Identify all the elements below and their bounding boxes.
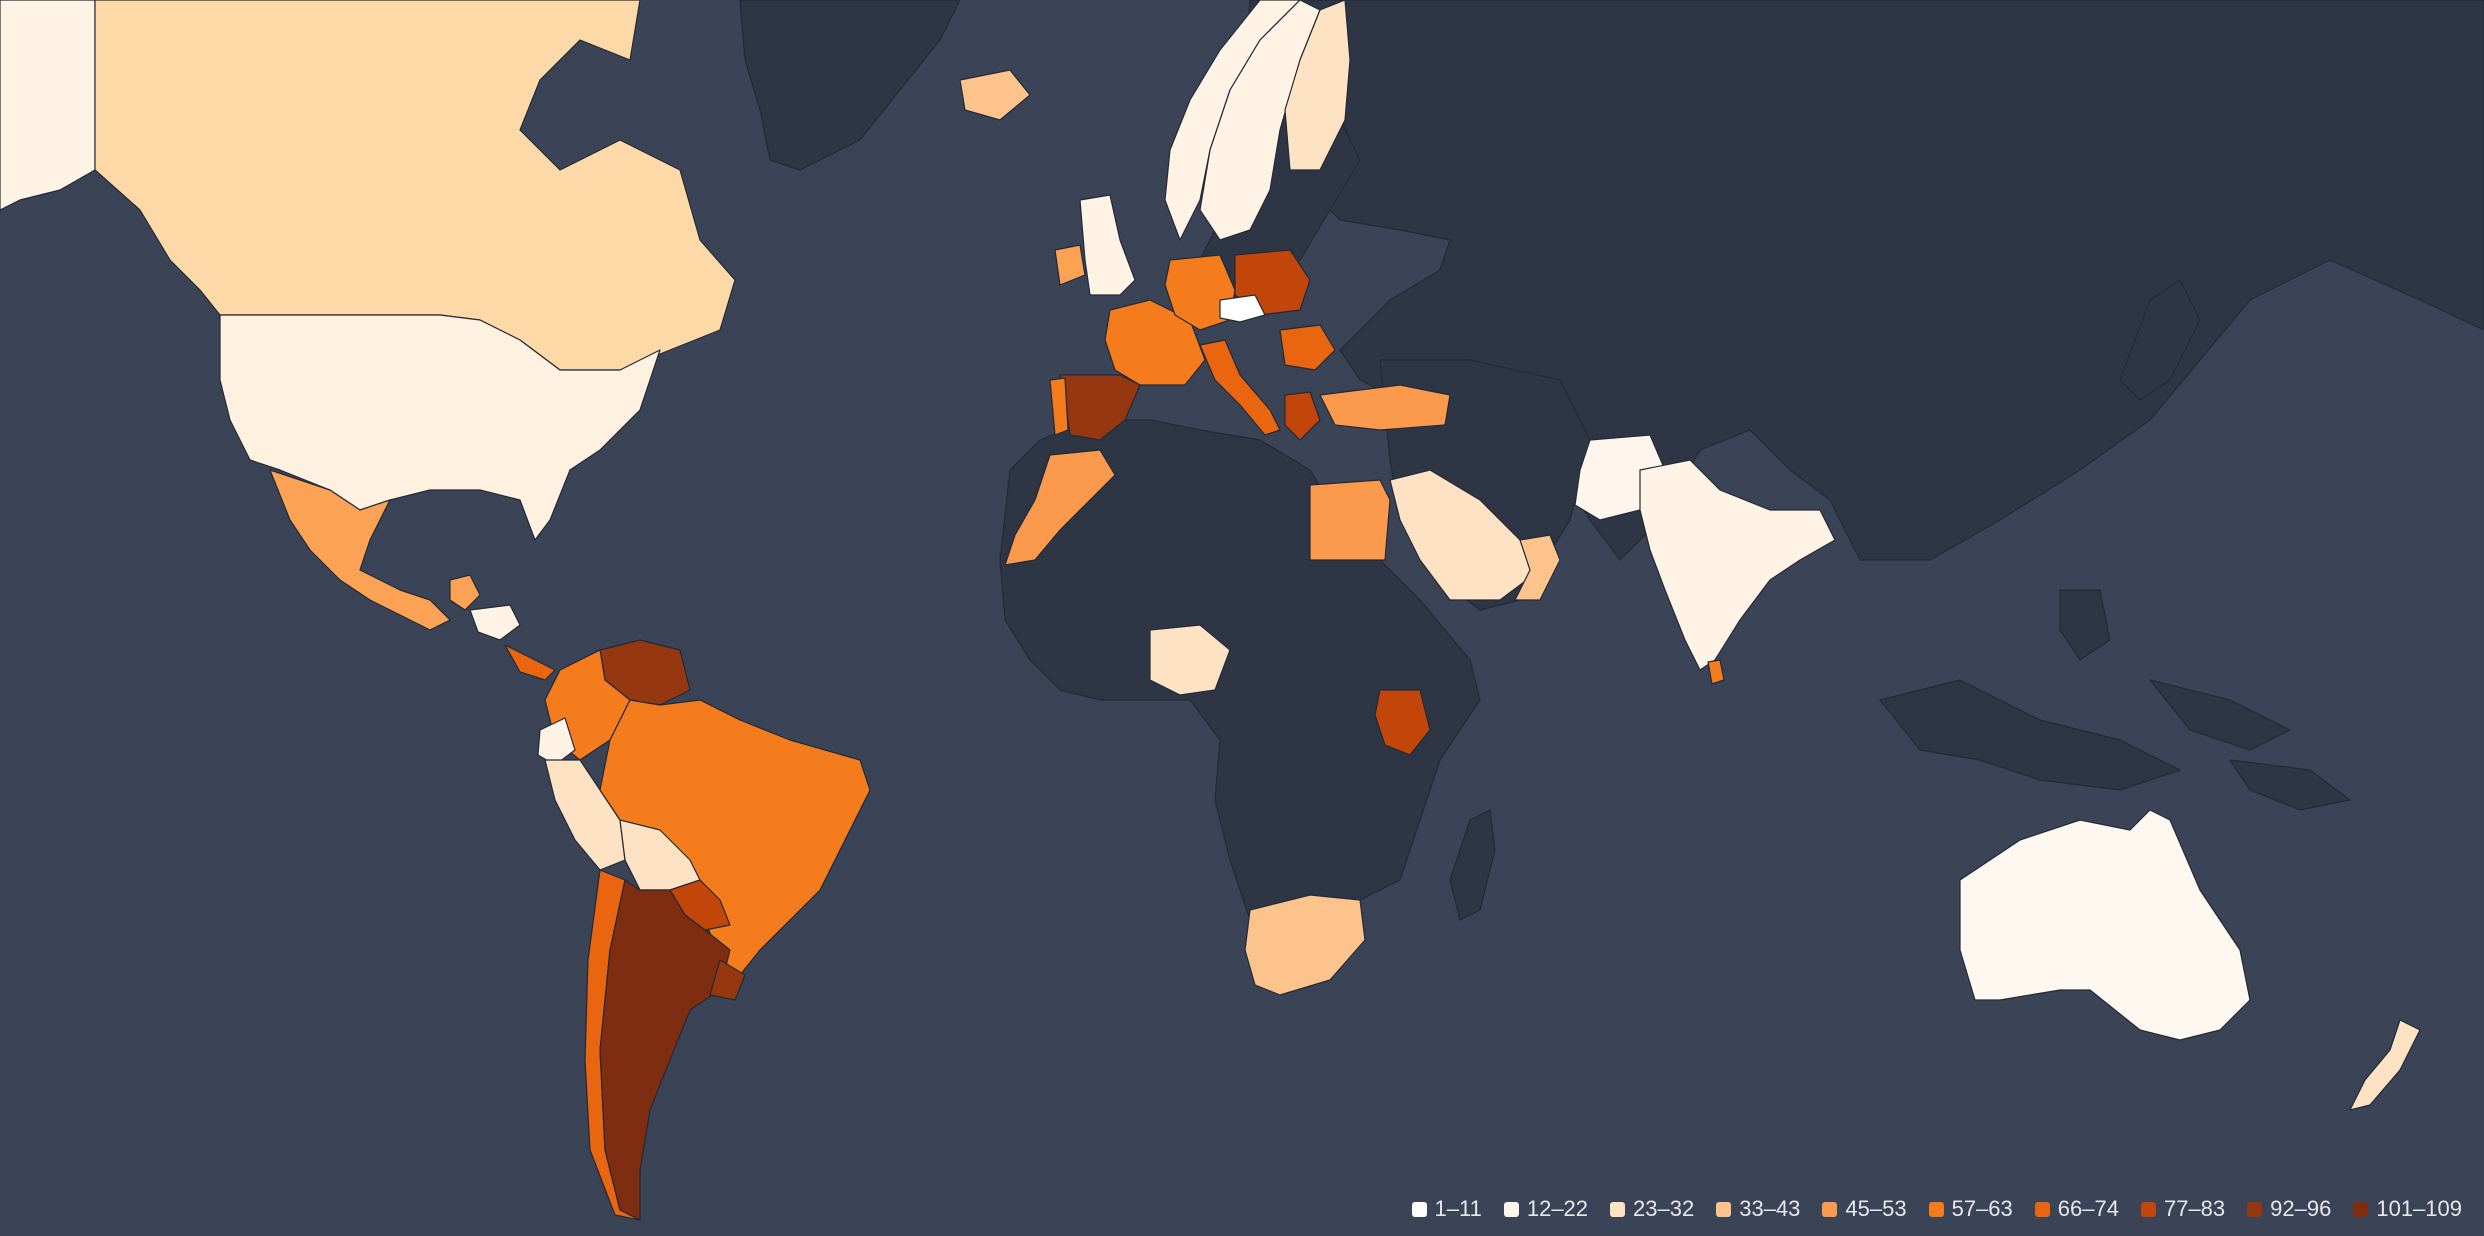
region-france[interactable] [1104,299,1206,386]
legend-item: 57–63 [1928,1196,2013,1222]
legend-label: 57–63 [1951,1196,2013,1221]
region-costa-rica-panama[interactable] [504,644,556,681]
region-morocco[interactable] [1004,449,1116,566]
region-south-africa[interactable] [1244,894,1366,996]
region-iceland[interactable] [959,69,1031,121]
region-australia[interactable] [1959,809,2251,1041]
legend-item: 33–43 [1716,1196,1800,1222]
legend-label: 92–96 [2270,1196,2332,1221]
region-alaska[interactable] [0,0,96,211]
legend-label: 33–43 [1739,1196,1801,1221]
legend-item: 12–22 [1503,1196,1589,1222]
region-egypt[interactable] [1309,479,1391,561]
legend-swatch [1822,1201,1838,1217]
legend-swatch [2247,1201,2263,1217]
region-turkey[interactable] [1319,384,1451,431]
region-guatemala[interactable] [449,574,481,611]
legend-label: 23–32 [1633,1196,1695,1221]
region-canada[interactable] [94,0,736,371]
legend-swatch [2140,1201,2156,1217]
region-united-states[interactable] [219,314,661,541]
region-honduras[interactable] [469,604,521,641]
region-finland[interactable] [1284,0,1351,171]
legend-label: 77–83 [2163,1196,2226,1221]
region-new-zealand[interactable] [2349,1019,2421,1111]
region-romania[interactable] [1279,324,1336,371]
legend-swatch [1610,1201,1626,1217]
legend-label: 1–11 [1434,1196,1482,1221]
region-ecuador[interactable] [537,717,576,766]
region-italy[interactable] [1199,339,1281,436]
legend-swatch [1716,1201,1732,1217]
legend-label: 45–53 [1845,1196,1907,1221]
region-mexico[interactable] [269,469,451,631]
legend-label: 101–109 [2376,1196,2462,1221]
legend-item: 77–83 [2140,1196,2226,1222]
legend-swatch [2353,1201,2369,1217]
region-uae-oman[interactable] [1514,534,1561,601]
legend-swatch [1411,1201,1427,1217]
region-portugal[interactable] [1049,377,1069,436]
legend-swatch [2034,1201,2050,1217]
region-argentina[interactable] [599,879,731,1221]
region-ireland[interactable] [1054,244,1086,286]
region-czechia[interactable] [1219,294,1266,323]
region-united-kingdom[interactable] [1079,194,1136,296]
legend-item: 66–74 [2034,1196,2119,1222]
legend-item: 23–32 [1610,1196,1694,1222]
region-india[interactable] [1639,459,1836,671]
region-uruguay[interactable] [709,959,746,1001]
region-germany[interactable] [1164,254,1236,331]
legend-label: 12–22 [1526,1196,1589,1221]
legend-swatch [1503,1201,1519,1217]
region-saudi-arabia[interactable] [1389,469,1541,601]
region-nigeria[interactable] [1149,624,1231,696]
legend: 1–11 12–22 23–32 33–43 45–53 57–63 66–74 77–83 9… [1411,1196,2462,1222]
region-sri-lanka[interactable] [1707,659,1725,685]
legend-item: 92–96 [2247,1196,2331,1222]
legend-swatch [1928,1201,1944,1217]
legend-label: 66–74 [2057,1196,2119,1221]
region-greece[interactable] [1284,391,1321,441]
region-kenya[interactable] [1374,689,1431,756]
legend-item: 1–11 [1411,1196,1482,1222]
legend-item: 45–53 [1822,1196,1907,1222]
map-regions [0,0,2421,1221]
legend-item: 101–109 [2353,1196,2462,1222]
